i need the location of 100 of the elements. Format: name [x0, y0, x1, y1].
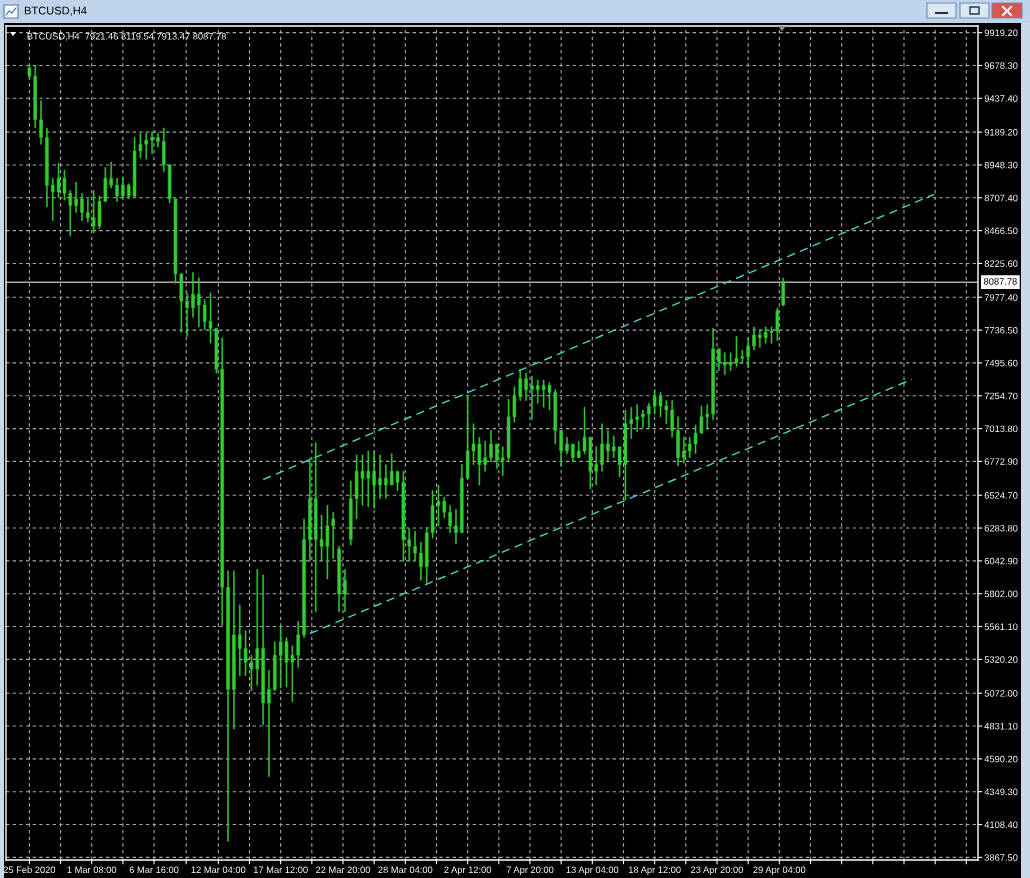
- candlestick: [261, 574, 265, 726]
- x-tick-label: 2 Apr 12:00: [444, 866, 492, 875]
- candlestick: [27, 64, 32, 80]
- x-tick-label: 18 Apr 12:00: [628, 866, 681, 875]
- candlestick: [483, 441, 487, 472]
- candlestick: [635, 404, 639, 433]
- y-tick-label: 7495.60: [984, 359, 1018, 367]
- candlestick: [197, 277, 201, 328]
- y-tick-label: 5802.00: [984, 590, 1018, 598]
- y-tick-label: 6042.90: [984, 557, 1018, 565]
- x-tick-label: 25 Feb 2020: [3, 866, 56, 874]
- y-tick-label: 8466.50: [984, 227, 1018, 235]
- x-tick-label: 22 Mar 20:00: [316, 866, 371, 874]
- candlestick: [641, 409, 645, 429]
- candlestick: [524, 372, 528, 401]
- candlestick: [349, 480, 353, 546]
- y-tick-label: 5320.20: [984, 656, 1018, 663]
- y-tick-label: 6283.80: [984, 524, 1018, 532]
- candlestick: [723, 352, 727, 375]
- candlestick: [606, 430, 610, 461]
- candlestick: [273, 641, 277, 692]
- x-tick-label: 23 Apr 20:00: [691, 866, 744, 875]
- candlestick: [86, 198, 90, 223]
- candlestick: [384, 464, 388, 499]
- candlestick: [121, 176, 125, 200]
- y-tick-label: 4349.30: [984, 788, 1018, 796]
- x-tick-label: 28 Mar 04:00: [378, 866, 433, 874]
- candlestick: [752, 326, 756, 351]
- y-tick-label: 7977.40: [984, 294, 1018, 301]
- y-tick-label: 7736.50: [984, 326, 1018, 334]
- candlestick: [80, 193, 84, 221]
- y-tick-label: 9678.30: [984, 62, 1018, 69]
- candlestick: [109, 161, 113, 189]
- candlestick: [74, 182, 78, 213]
- candlestick: [419, 541, 423, 581]
- y-tick-label: 4590.20: [984, 755, 1018, 763]
- candlestick: [413, 531, 417, 561]
- candlestick: [156, 133, 160, 148]
- candlestick: [536, 379, 540, 404]
- candlestick: [530, 375, 534, 420]
- candlestick: [162, 127, 166, 172]
- candlestick: [781, 277, 785, 307]
- candlestick: [185, 292, 189, 337]
- candlestick: [489, 430, 493, 463]
- y-tick-label: 8707.40: [984, 194, 1018, 202]
- candlestick: [460, 464, 464, 533]
- chart-title: BTCUSD,H4: [24, 6, 87, 16]
- candlestick: [372, 450, 376, 509]
- candlestick: [45, 127, 49, 208]
- candlestick: [495, 443, 499, 469]
- y-tick-label: 9437.40: [984, 95, 1018, 102]
- y-tick-label: 4108.40: [984, 821, 1018, 828]
- candlestick: [711, 327, 715, 420]
- candlestick: [232, 570, 236, 730]
- text: BTCUSD,H4 7921.46 8119.54 7913.47 8087.78: [27, 33, 226, 41]
- candlestick: [343, 569, 347, 612]
- candlestick: [454, 509, 458, 544]
- y-tick-label: 4831.10: [984, 722, 1018, 730]
- candlestick: [594, 446, 598, 486]
- candlestick: [33, 65, 37, 129]
- candlestick: [220, 337, 224, 626]
- y-tick-label: 8948.30: [984, 161, 1018, 169]
- y-tick-label: 5072.00: [984, 690, 1018, 697]
- candlestick: [559, 430, 563, 467]
- y-tick-label: 7254.70: [984, 392, 1018, 400]
- candlestick: [337, 546, 341, 612]
- candlestick: [600, 423, 604, 472]
- x-tick-label: 7 Apr 20:00: [506, 866, 554, 875]
- candlestick: [676, 416, 680, 467]
- candlestick: [308, 457, 312, 562]
- y-tick-label: 8225.60: [984, 260, 1018, 267]
- candlestick: [378, 454, 382, 499]
- candlestick: [758, 329, 762, 348]
- y-tick-label: 6772.90: [984, 458, 1018, 465]
- x-tick-label: 29 Apr 04:00: [753, 866, 806, 875]
- ref-line-label: 8087.78: [983, 278, 1017, 285]
- x-tick-label: 12 Mar 04:00: [191, 866, 246, 874]
- candlestick: [682, 437, 686, 464]
- candlestick: [226, 570, 230, 842]
- candlestick: [717, 348, 721, 371]
- candlestick: [296, 620, 300, 668]
- candlestick: [191, 272, 195, 318]
- candlestick: [115, 178, 119, 202]
- x-tick-label: 1 Mar 08:00: [67, 866, 117, 874]
- candlestick: [647, 402, 651, 429]
- y-tick-label: 5561.10: [984, 623, 1018, 631]
- y-tick-label: 7013.80: [984, 425, 1018, 433]
- candlestick: [302, 518, 306, 638]
- candlestick: [407, 528, 411, 562]
- x-tick-label: 13 Apr 04:00: [566, 866, 619, 875]
- x-tick-label: 6 Mar 16:00: [129, 866, 179, 874]
- candlestick: [267, 670, 271, 777]
- candlestick: [571, 443, 575, 463]
- x-tick-label: 17 Mar 12:00: [253, 866, 308, 874]
- y-tick-label: 6524.70: [984, 492, 1018, 499]
- y-tick-label: 3867.50: [984, 854, 1018, 861]
- candlestick: [670, 400, 674, 438]
- y-tick-label: 9919.20: [984, 29, 1018, 37]
- y-tick-label: 9189.20: [984, 129, 1018, 136]
- candlestick: [746, 337, 750, 369]
